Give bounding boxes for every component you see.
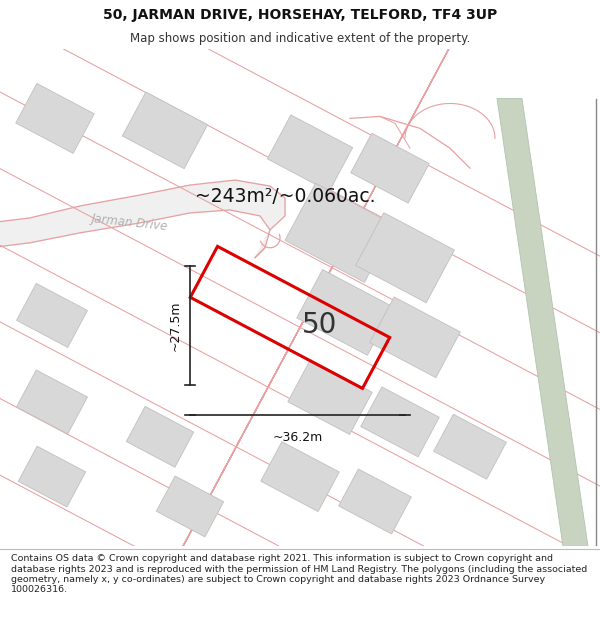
Polygon shape [157,476,224,537]
Polygon shape [268,115,353,191]
Polygon shape [0,180,285,258]
Polygon shape [288,359,372,434]
Text: ~243m²/~0.060ac.: ~243m²/~0.060ac. [195,186,375,206]
Polygon shape [17,370,88,434]
Polygon shape [127,406,194,468]
Text: Map shows position and indicative extent of the property.: Map shows position and indicative extent… [130,31,470,44]
Polygon shape [351,133,429,203]
Polygon shape [370,297,460,378]
Text: 50, JARMAN DRIVE, HORSEHAY, TELFORD, TF4 3UP: 50, JARMAN DRIVE, HORSEHAY, TELFORD, TF4… [103,8,497,22]
Polygon shape [19,446,86,507]
Polygon shape [122,92,208,169]
Polygon shape [497,99,588,546]
Polygon shape [338,469,412,534]
Text: Jarman Drive: Jarman Drive [91,213,169,233]
Polygon shape [261,442,339,511]
Polygon shape [16,84,94,153]
Text: 50: 50 [302,311,338,339]
Polygon shape [297,269,393,355]
Polygon shape [361,387,439,457]
Text: ~36.2m: ~36.2m [272,431,323,444]
Polygon shape [17,283,88,348]
Polygon shape [285,183,395,282]
Polygon shape [434,414,506,479]
Text: ~27.5m: ~27.5m [169,300,182,351]
Polygon shape [356,213,454,302]
Text: Contains OS data © Crown copyright and database right 2021. This information is : Contains OS data © Crown copyright and d… [11,554,587,594]
